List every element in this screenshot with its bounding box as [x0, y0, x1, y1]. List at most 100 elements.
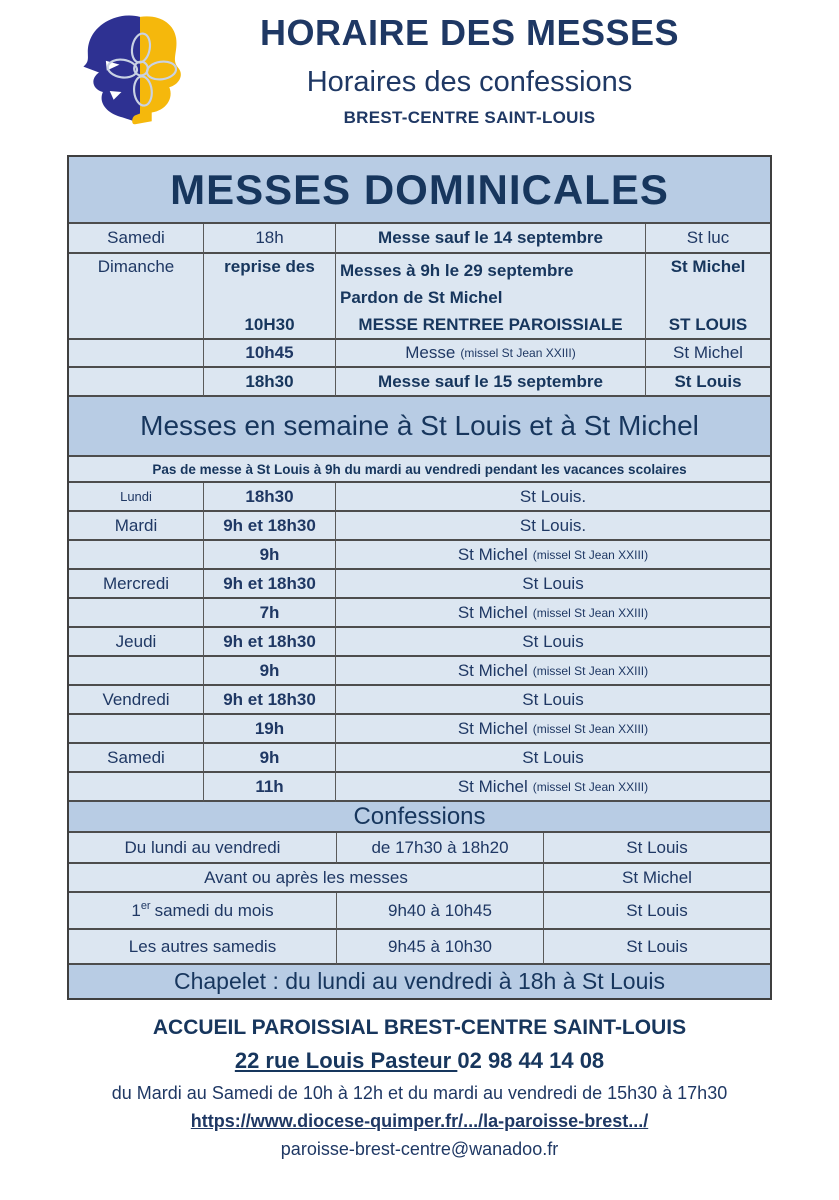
place-cell: St Louis	[544, 893, 770, 930]
table-row: Jeudi 9h et 18h30 St Louis	[69, 628, 770, 657]
day-cell	[69, 311, 204, 340]
missal-note: (missel St Jean XXIII)	[532, 663, 649, 678]
street-address: 22 rue Louis Pasteur	[234, 1048, 458, 1073]
day-cell: Samedi	[69, 224, 204, 254]
day-cell	[69, 599, 204, 628]
when-text: 1	[131, 900, 141, 920]
desc-line: Pardon de St Michel	[340, 288, 503, 307]
place-cell: St Michel (missel St Jean XXIII)	[336, 541, 770, 570]
confession-row: Avant ou après les messes St Michel	[69, 864, 770, 893]
weekday-masses-banner: Messes en semaine à St Louis et à St Mic…	[69, 397, 770, 457]
table-row: 18h30 Messe sauf le 15 septembre St Loui…	[69, 368, 770, 397]
missal-note: (missel St Jean XXIII)	[460, 346, 576, 360]
page-title: HORAIRE DES MESSES	[259, 12, 680, 53]
day-cell	[69, 773, 204, 802]
time-cell: 19h	[204, 715, 336, 744]
day-cell: Mercredi	[69, 570, 204, 599]
desc-cell: Messe sauf le 15 septembre	[336, 368, 646, 397]
day-cell	[69, 368, 204, 397]
desc-line: Messes à 9h le 29 septembre	[340, 261, 574, 280]
place-cell: St Michel	[646, 340, 770, 368]
website-link[interactable]: https://www.diocese-quimper.fr/.../la-pa…	[190, 1111, 649, 1131]
table-row: Samedi 9h St Louis	[69, 744, 770, 773]
missal-note: (missel St Jean XXIII)	[532, 547, 649, 562]
time-cell: 9h40 à 10h45	[337, 893, 544, 930]
day-cell: Jeudi	[69, 628, 204, 657]
time-cell: reprise des	[204, 254, 336, 314]
table-row: Mercredi 9h et 18h30 St Louis	[69, 570, 770, 599]
accueil-title: ACCUEIL PAROISSIAL BREST-CENTRE SAINT-LO…	[152, 1016, 687, 1039]
place-cell: St Michel	[544, 864, 770, 893]
confession-row: Les autres samedis 9h45 à 10h30 St Louis	[69, 930, 770, 965]
time-cell: 10H30	[204, 311, 336, 340]
sunday-masses-title: MESSES DOMINICALES	[170, 165, 669, 213]
day-cell: Mardi	[69, 512, 204, 541]
email-address: paroisse-brest-centre@wanadoo.fr	[280, 1139, 559, 1159]
time-cell: 9h	[204, 744, 336, 773]
place-cell: St Louis	[336, 628, 770, 657]
day-cell	[69, 340, 204, 368]
table-row: Samedi 18h Messe sauf le 14 septembre St…	[69, 224, 770, 254]
confession-row: 1 er samedi du mois 9h40 à 10h45 St Louis	[69, 893, 770, 930]
missal-note: (missel St Jean XXIII)	[532, 605, 649, 620]
chapelet-text: Chapelet : du lundi au vendredi à 18h à …	[173, 968, 666, 994]
place-cell: ST LOUIS	[646, 311, 770, 340]
place-name: St Michel	[457, 776, 528, 796]
table-row: Lundi 18h30 St Louis.	[69, 483, 770, 512]
time-cell: 11h	[204, 773, 336, 802]
parish-logo	[83, 15, 181, 125]
table-row: Dimanche reprise des Messes à 9h le 29 s…	[69, 254, 770, 314]
time-cell: 10h45	[204, 340, 336, 368]
table-row: 10H30 MESSE RENTREE PAROISSIALE ST LOUIS	[69, 311, 770, 340]
when-cell: Les autres samedis	[69, 930, 337, 965]
opening-hours: du Mardi au Samedi de 10h à 12h et du ma…	[111, 1083, 728, 1103]
table-row: 19h St Michel (missel St Jean XXIII)	[69, 715, 770, 744]
confession-row: Du lundi au vendredi de 17h30 à 18h20 St…	[69, 833, 770, 864]
time-cell: 18h30	[204, 368, 336, 397]
when-cell: Avant ou après les messes	[69, 864, 544, 893]
day-cell	[69, 657, 204, 686]
when-cell: 1 er samedi du mois	[69, 893, 337, 930]
place-cell: St Louis.	[336, 512, 770, 541]
when-cell: Du lundi au vendredi	[69, 833, 337, 864]
parish-name: BREST-CENTRE SAINT-LOUIS	[343, 108, 596, 127]
day-cell: Lundi	[69, 483, 204, 512]
address-line: 22 rue Louis Pasteur 02 98 44 14 08	[0, 1048, 839, 1074]
place-name: St Michel	[457, 544, 528, 564]
time-cell: 9h et 18h30	[204, 628, 336, 657]
missal-note: (missel St Jean XXIII)	[532, 779, 649, 794]
weekday-masses-title: Messes en semaine à St Louis et à St Mic…	[140, 410, 699, 441]
place-cell: St Michel	[646, 254, 770, 314]
time-cell: 9h et 18h30	[204, 512, 336, 541]
table-row: 11h St Michel (missel St Jean XXIII)	[69, 773, 770, 802]
day-cell: Dimanche	[69, 254, 204, 314]
table-row: 9h St Michel (missel St Jean XXIII)	[69, 657, 770, 686]
place-cell: St Louis	[544, 930, 770, 965]
page-footer: ACCUEIL PAROISSIAL BREST-CENTRE SAINT-LO…	[0, 1016, 839, 1160]
place-cell: St Michel (missel St Jean XXIII)	[336, 715, 770, 744]
day-cell	[69, 541, 204, 570]
place-cell: St Louis.	[336, 483, 770, 512]
place-name: St Michel	[457, 718, 528, 738]
time-cell: 9h45 à 10h30	[337, 930, 544, 965]
day-cell: Samedi	[69, 744, 204, 773]
day-cell	[69, 715, 204, 744]
time-cell: 9h et 18h30	[204, 686, 336, 715]
table-row: 7h St Michel (missel St Jean XXIII)	[69, 599, 770, 628]
table-row: 9h St Michel (missel St Jean XXIII)	[69, 541, 770, 570]
place-cell: St Louis	[646, 368, 770, 397]
place-cell: St Louis	[336, 570, 770, 599]
page-header: HORAIRE DES MESSES Horaires des confessi…	[0, 0, 839, 148]
phone-number: 02 98 44 14 08	[457, 1048, 605, 1073]
sunday-masses-banner: MESSES DOMINICALES	[69, 157, 770, 224]
time-cell: 9h	[204, 541, 336, 570]
confessions-title: Confessions	[353, 802, 486, 830]
holiday-note: Pas de messe à St Louis à 9h du mardi au…	[69, 457, 770, 483]
place-cell: St Michel (missel St Jean XXIII)	[336, 773, 770, 802]
place-cell: St Louis	[336, 686, 770, 715]
day-cell: Vendredi	[69, 686, 204, 715]
table-row: Mardi 9h et 18h30 St Louis.	[69, 512, 770, 541]
place-name: St Michel	[457, 660, 528, 680]
desc-text: Messe	[405, 343, 456, 362]
chapelet-banner: Chapelet : du lundi au vendredi à 18h à …	[69, 965, 770, 998]
